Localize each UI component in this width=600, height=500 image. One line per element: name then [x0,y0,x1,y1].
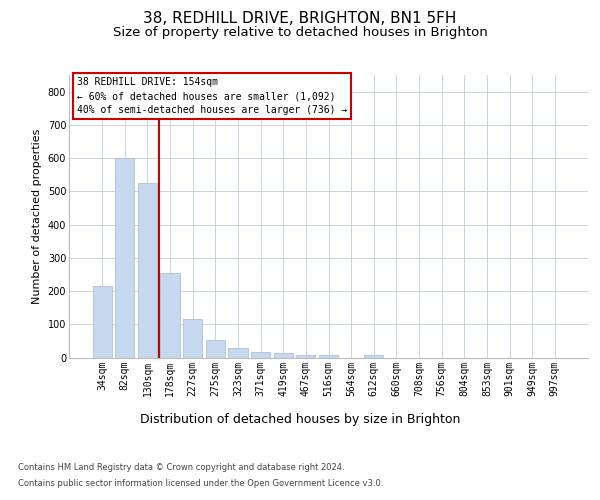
Bar [92,286,112,358]
Bar [183,320,202,358]
Text: Contains public sector information licensed under the Open Government Licence v3: Contains public sector information licen… [18,479,383,488]
Bar [296,354,316,358]
Bar [206,340,225,357]
Bar [364,355,383,358]
Bar [115,158,134,358]
Text: 38 REDHILL DRIVE: 154sqm
← 60% of detached houses are smaller (1,092)
40% of sem: 38 REDHILL DRIVE: 154sqm ← 60% of detach… [77,78,347,116]
Bar [319,355,338,358]
Text: Distribution of detached houses by size in Brighton: Distribution of detached houses by size … [140,412,460,426]
Text: Size of property relative to detached houses in Brighton: Size of property relative to detached ho… [113,26,487,39]
Bar [229,348,248,358]
Bar [251,352,270,358]
Bar [160,273,180,357]
Text: 38, REDHILL DRIVE, BRIGHTON, BN1 5FH: 38, REDHILL DRIVE, BRIGHTON, BN1 5FH [143,11,457,26]
Bar [138,183,157,358]
Text: Contains HM Land Registry data © Crown copyright and database right 2024.: Contains HM Land Registry data © Crown c… [18,462,344,471]
Bar [274,353,293,358]
Y-axis label: Number of detached properties: Number of detached properties [32,128,42,304]
